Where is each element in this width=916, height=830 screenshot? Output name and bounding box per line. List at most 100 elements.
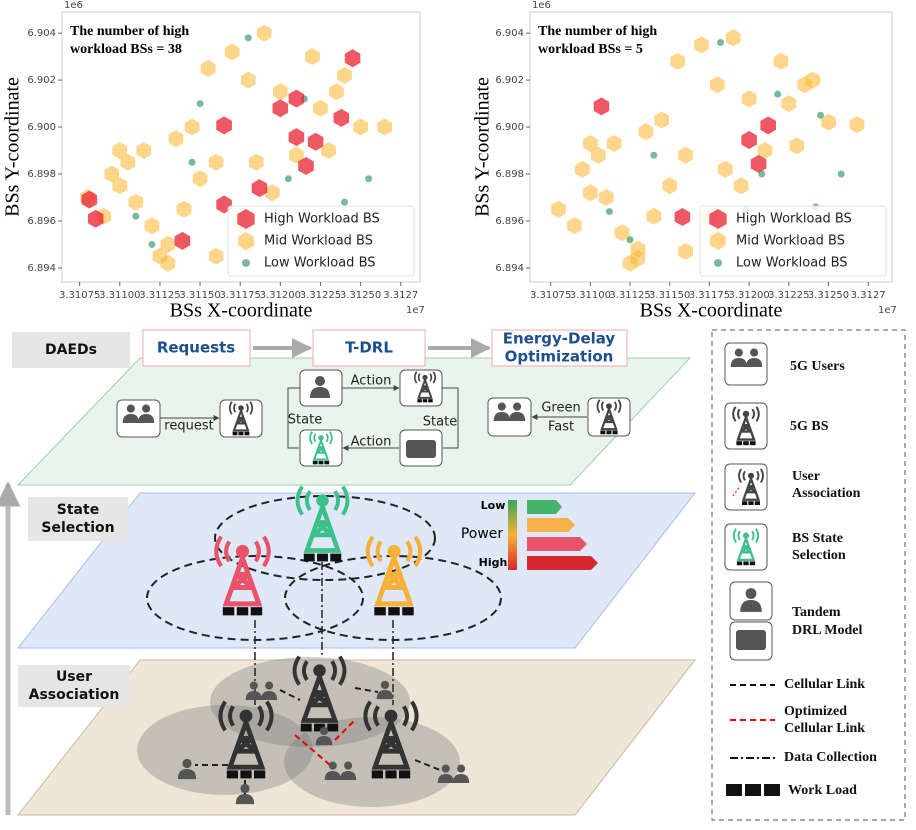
point: [81, 190, 98, 209]
loop-label: Action: [351, 435, 392, 450]
link: [442, 387, 459, 449]
y-tick-label: 6.902: [495, 75, 524, 86]
point: [606, 135, 622, 152]
scatter-chart: 3.310753.311003.311253.311503.311753.312…: [2, 0, 425, 322]
x-tick-label: 3.31125: [609, 290, 650, 301]
point: [196, 100, 204, 108]
point: [365, 175, 373, 183]
green-layer: [16, 357, 692, 486]
annotation: The number of high: [538, 24, 657, 39]
point: [670, 52, 685, 70]
x-tick-label: 3.31225: [300, 290, 341, 301]
power-gradient: [508, 500, 517, 570]
point: [583, 184, 598, 202]
legend-text: Work Load: [788, 783, 857, 798]
point: [240, 71, 256, 89]
point: [288, 89, 305, 108]
point: [837, 170, 845, 178]
legend-label: High Workload BS: [736, 212, 852, 227]
point: [120, 153, 136, 171]
legend-label: Low Workload BS: [736, 256, 848, 271]
point: [264, 184, 280, 202]
y-tick-label: 6.896: [27, 216, 56, 227]
x-tick-label: 3.31250: [340, 290, 381, 301]
legend-text: Cellular Link: [784, 677, 865, 692]
legend-label: Mid Workload BS: [736, 234, 845, 249]
x-tick-label: 3.31125: [139, 290, 180, 301]
point: [849, 116, 865, 134]
point: [821, 113, 836, 131]
legend-panel: 5G Users 5G BS User Association BS State…: [711, 329, 906, 821]
point: [168, 130, 184, 148]
point: [605, 208, 613, 216]
point: [289, 146, 304, 164]
layer-label: Selection: [41, 520, 114, 536]
point: [284, 175, 292, 183]
point: [760, 116, 776, 135]
step-label: Energy-Delay: [503, 330, 616, 348]
x-offset: 1e7: [406, 305, 425, 316]
point: [817, 111, 825, 119]
loop-label: request: [164, 419, 213, 434]
legend-text: 5G BS: [790, 419, 829, 434]
step-box: [142, 329, 251, 367]
y-tick-label: 6.898: [495, 169, 524, 180]
legend-box: [227, 205, 415, 277]
x-axis-label: BSs X-coordinate: [170, 300, 313, 322]
point: [650, 151, 658, 159]
point: [244, 34, 252, 42]
point: [567, 217, 582, 235]
point: [160, 235, 176, 253]
x-tick-label: 3.31100: [570, 290, 611, 301]
y-offset: 1e6: [532, 0, 551, 11]
point: [298, 157, 314, 175]
point: [646, 207, 662, 225]
legend-text: Association: [792, 486, 861, 501]
step-box: [312, 329, 426, 367]
point: [216, 116, 232, 135]
point: [321, 142, 336, 159]
legend-marker: [242, 259, 250, 267]
point: [273, 83, 288, 101]
point: [272, 99, 289, 118]
x-tick-label: 3.31175: [689, 290, 730, 301]
y-tick-label: 6.894: [27, 263, 56, 274]
point: [341, 198, 349, 206]
point: [638, 123, 654, 141]
legend-text: DRL Model: [792, 623, 863, 638]
legend-icon: [736, 630, 766, 650]
point: [128, 193, 144, 211]
cell: [137, 705, 313, 795]
point: [256, 24, 272, 42]
point: [741, 90, 757, 108]
point: [774, 90, 782, 98]
x-tick-label: 3.31075: [59, 290, 100, 301]
point: [674, 208, 691, 226]
point: [87, 209, 104, 228]
y-tick-label: 6.902: [27, 75, 56, 86]
legend-label: Mid Workload BS: [264, 234, 373, 249]
point: [148, 240, 156, 248]
power-label: Power: [461, 526, 504, 542]
model-shape: [406, 440, 436, 458]
point: [353, 118, 368, 136]
x-tick-label: 3.31075: [530, 290, 571, 301]
point: [337, 66, 352, 84]
point: [583, 135, 598, 152]
point: [590, 146, 606, 164]
x-tick-label: 3.31225: [768, 290, 809, 301]
point: [797, 76, 812, 94]
legend-label: High Workload BS: [264, 212, 380, 227]
drl-loop: request Action Action State State Green …: [116, 369, 631, 467]
point: [717, 160, 733, 178]
pipeline: DAEDs Requests T-DRL Energy-Delay Optimi…: [12, 329, 628, 368]
point: [307, 132, 324, 151]
point: [136, 142, 152, 159]
user-association: User Association: [18, 562, 470, 807]
point: [575, 160, 590, 178]
legend-text: Data Collection: [784, 750, 877, 765]
point: [344, 49, 361, 68]
point: [741, 131, 757, 149]
point: [757, 142, 773, 159]
